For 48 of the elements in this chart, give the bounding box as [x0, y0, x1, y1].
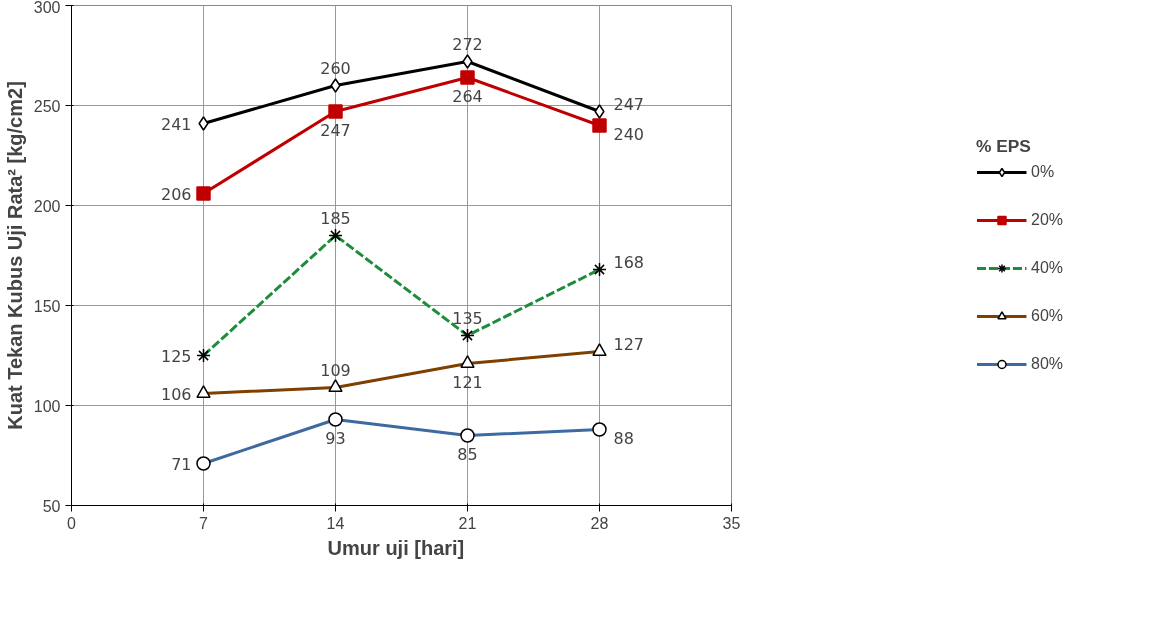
data-label: 247 [320, 120, 351, 140]
y-tick-label: 100 [33, 397, 61, 415]
data-label: 93 [325, 428, 346, 448]
data-label: 85 [457, 444, 478, 464]
data-label: 264 [452, 86, 483, 106]
x-tick-label: 7 [199, 514, 209, 532]
data-label: 206 [160, 184, 192, 204]
data-label: 185 [320, 208, 351, 228]
y-tick-label: 300 [33, 0, 61, 16]
x-tick-label: 0 [67, 514, 77, 532]
y-tick-label: 50 [42, 497, 61, 515]
point [330, 78, 341, 93]
x-tick-label: 35 [722, 514, 741, 532]
data-label: 241 [160, 114, 192, 134]
legend-label: 40% [1030, 259, 1064, 277]
data-label: 247 [613, 94, 645, 114]
point [328, 104, 343, 119]
x-tick-label: 21 [458, 514, 477, 532]
legend-title: % EPS [975, 136, 1032, 157]
data-label: 135 [452, 308, 483, 328]
y-tick-label: 150 [33, 297, 61, 315]
point [198, 116, 209, 131]
legend-label: 0% [1030, 163, 1055, 181]
point [592, 118, 607, 133]
data-label: 272 [452, 34, 483, 54]
y-tick-label: 200 [33, 197, 61, 215]
data-label: 168 [613, 252, 645, 272]
x-tick-label: 28 [590, 514, 609, 532]
legend-label: 80% [1030, 355, 1064, 373]
data-label: 127 [613, 334, 645, 354]
y-axis-title: Kuat Tekan Kubus Uji Rata² [kg/cm2] [3, 81, 26, 430]
data-label: 240 [613, 124, 645, 144]
data-label: 260 [320, 58, 351, 78]
point [196, 186, 211, 201]
data-label: 106 [160, 384, 192, 404]
data-label: 71 [171, 454, 192, 474]
legend-label: 60% [1030, 307, 1064, 325]
data-label: 121 [452, 372, 483, 392]
x-axis-title: Umur uji [hari] [327, 536, 465, 559]
point [460, 70, 475, 85]
point [462, 54, 473, 69]
data-label: 125 [160, 346, 192, 366]
data-label: 109 [320, 360, 351, 380]
x-tick-label: 14 [326, 514, 345, 532]
y-tick-label: 250 [33, 97, 61, 115]
point [594, 104, 605, 119]
data-label: 88 [613, 428, 634, 448]
legend-label: 20% [1030, 211, 1064, 229]
